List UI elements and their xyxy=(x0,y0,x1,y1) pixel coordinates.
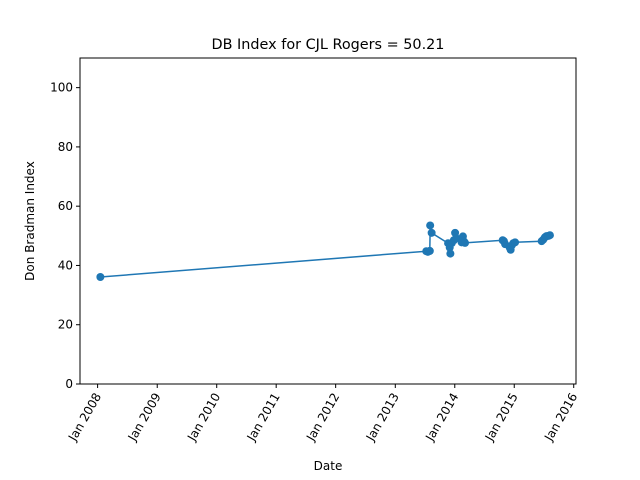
y-tick-label: 20 xyxy=(58,318,73,332)
data-point xyxy=(427,228,436,237)
y-axis: 0 20 40 60 80 100 xyxy=(50,81,80,391)
data-point xyxy=(511,238,520,247)
data-point xyxy=(96,273,105,282)
y-tick-label: 80 xyxy=(58,140,73,154)
chart-title: DB Index for CJL Rogers = 50.21 xyxy=(212,37,445,53)
data-point xyxy=(426,221,435,230)
data-point xyxy=(452,234,461,243)
x-axis-title: Date xyxy=(314,459,343,473)
data-point xyxy=(461,238,470,247)
data-point xyxy=(425,246,434,255)
y-axis-title: Don Bradman Index xyxy=(23,161,37,281)
y-tick-label: 100 xyxy=(50,81,73,95)
data-point xyxy=(446,249,455,258)
plot-frame xyxy=(79,57,577,385)
plot-area xyxy=(96,221,554,282)
data-point xyxy=(545,231,554,240)
y-tick-label: 60 xyxy=(58,199,73,213)
y-tick-label: 40 xyxy=(58,258,73,272)
y-tick-label: 0 xyxy=(65,377,73,391)
